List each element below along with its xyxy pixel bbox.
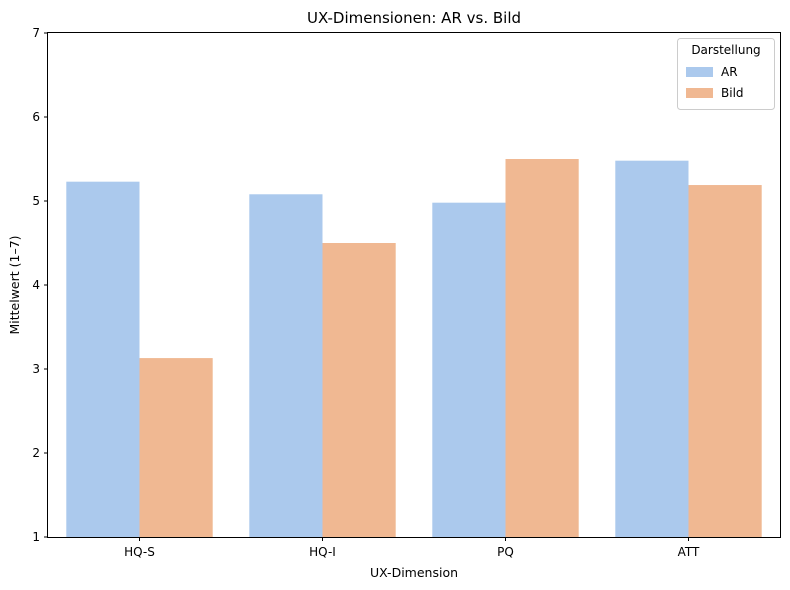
- y-tick-label: 7: [32, 26, 40, 40]
- legend-title: Darstellung: [691, 43, 760, 57]
- bar-bild-hq-s: [139, 358, 213, 537]
- x-tick-label: HQ-S: [124, 545, 155, 559]
- bar-ar-att: [615, 160, 689, 537]
- y-tick-label: 1: [32, 530, 40, 544]
- y-tick-label: 5: [32, 194, 40, 208]
- y-axis-label: Mittelwert (1–7): [7, 235, 22, 334]
- bar-bild-pq: [505, 159, 579, 537]
- y-tick-label: 4: [32, 278, 40, 292]
- x-tick-label: ATT: [678, 545, 700, 559]
- legend-swatch-ar: [686, 67, 713, 77]
- legend-swatch-bild: [686, 88, 713, 98]
- bar-bild-hq-i: [322, 243, 396, 537]
- legend-entries: AR Bild: [686, 65, 744, 100]
- y-tick-label: 6: [32, 110, 40, 124]
- bar-ar-hq-s: [66, 181, 140, 537]
- legend-label-bild: Bild: [721, 86, 744, 100]
- y-axis: 1 2 3 4 5 6 7: [32, 26, 48, 544]
- x-tick-label: PQ: [497, 545, 514, 559]
- plot-area: [47, 32, 781, 538]
- bar-ar-hq-i: [249, 194, 323, 537]
- y-tick-label: 2: [32, 446, 40, 460]
- x-axis-label: UX-Dimension: [370, 565, 458, 580]
- bar-bild-att: [688, 185, 762, 538]
- x-axis: HQ-S HQ-I PQ ATT: [124, 537, 700, 559]
- legend-label-ar: AR: [721, 65, 738, 79]
- legend: Darstellung AR Bild: [677, 38, 775, 110]
- x-tick-label: HQ-I: [309, 545, 336, 559]
- chart-title: UX-Dimensionen: AR vs. Bild: [307, 9, 521, 27]
- bars-group: [66, 159, 762, 538]
- y-tick-label: 3: [32, 362, 40, 376]
- bar-ar-pq: [432, 202, 506, 537]
